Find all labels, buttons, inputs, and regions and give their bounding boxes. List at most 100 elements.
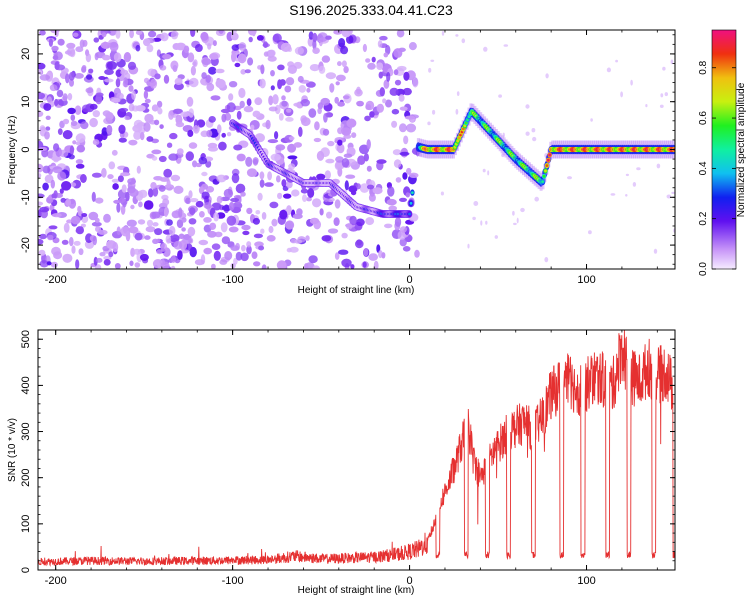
noise-blob: [75, 163, 85, 169]
noise-blob: [386, 198, 397, 206]
noise-blob: [148, 30, 157, 38]
noise-blob: [103, 255, 112, 261]
noise-blob: [534, 196, 539, 202]
y-tick-label: -20: [20, 237, 32, 253]
noise-blob: [52, 166, 63, 174]
noise-blob: [277, 192, 283, 200]
noise-blob: [392, 149, 402, 156]
noise-blob: [365, 104, 372, 110]
noise-blob: [151, 156, 158, 161]
noise-blob: [110, 30, 116, 34]
noise-blob: [226, 132, 232, 137]
noise-blob: [473, 201, 479, 206]
noise-blob: [112, 242, 119, 253]
noise-blob: [259, 171, 265, 180]
noise-blob: [520, 207, 525, 213]
noise-blob: [298, 126, 303, 137]
noise-blob: [201, 171, 208, 177]
noise-blob: [432, 109, 436, 115]
noise-blob: [158, 155, 167, 163]
noise-blob: [252, 217, 260, 225]
noise-blob: [467, 243, 470, 249]
noise-blob: [230, 197, 240, 203]
noise-blob: [209, 53, 219, 60]
snr-series-line: [38, 330, 675, 567]
noise-blob: [80, 121, 89, 130]
noise-blob: [659, 104, 664, 109]
noise-blob: [408, 42, 417, 51]
noise-blob: [366, 184, 375, 190]
noise-blob: [57, 38, 65, 46]
noise-blob: [402, 87, 412, 96]
noise-blob: [246, 168, 258, 178]
noise-blob: [362, 43, 367, 53]
y-tick-label: 0: [20, 146, 32, 152]
noise-blob: [40, 130, 46, 135]
noise-blob: [172, 65, 178, 72]
noise-blob: [39, 206, 49, 213]
noise-blob: [233, 144, 243, 151]
noise-blob: [630, 79, 633, 86]
noise-blob: [503, 44, 509, 47]
noise-blob: [269, 201, 279, 209]
noise-blob: [632, 182, 637, 187]
noise-blob: [163, 207, 169, 218]
noise-blob: [516, 217, 519, 224]
noise-blob: [152, 187, 159, 197]
noise-blob: [68, 154, 75, 160]
noise-blob: [154, 73, 161, 80]
noise-blob: [656, 163, 661, 169]
noise-blob: [231, 173, 240, 184]
noise-blob: [107, 174, 114, 180]
noise-blob: [75, 133, 86, 143]
colorbar-label: Normalized spectral amplitude: [736, 82, 747, 217]
noise-blob: [166, 219, 173, 226]
noise-blob: [412, 77, 419, 88]
noise-blob: [201, 191, 210, 200]
noise-blob: [405, 123, 417, 133]
noise-blob: [231, 44, 240, 51]
noise-blob: [156, 249, 163, 255]
noise-blob: [47, 234, 54, 241]
noise-blob: [162, 53, 172, 60]
noise-blob: [285, 220, 295, 230]
noise-blob: [74, 105, 82, 115]
noise-blob: [455, 34, 459, 37]
colorbar-tick-label: 0.2: [698, 211, 709, 225]
noise-blob: [337, 101, 345, 107]
noise-blob: [394, 79, 402, 86]
noise-blob: [38, 201, 44, 206]
noise-blob: [173, 240, 183, 250]
noise-blob: [54, 64, 66, 71]
noise-blob: [85, 87, 94, 94]
noise-blob: [531, 128, 536, 133]
noise-blob: [151, 104, 159, 112]
noise-blob: [75, 46, 84, 53]
noise-blob: [57, 171, 67, 181]
noise-blob: [61, 181, 72, 191]
noise-blob: [123, 52, 132, 63]
noise-blob: [192, 61, 197, 67]
noise-blob: [606, 67, 612, 73]
noise-blob: [62, 93, 68, 101]
noise-blob: [170, 30, 179, 40]
noise-blob: [373, 260, 379, 269]
noise-blob: [211, 263, 216, 269]
noise-blob: [160, 261, 170, 269]
noise-blob: [195, 162, 202, 168]
noise-blob: [129, 30, 134, 39]
noise-blob: [218, 30, 224, 34]
noise-blob: [169, 234, 180, 243]
noise-blob: [298, 85, 306, 93]
noise-blob: [261, 264, 267, 269]
noise-blob: [101, 127, 108, 136]
noise-blob: [101, 167, 107, 178]
noise-blob: [221, 236, 231, 245]
noise-blob: [172, 108, 183, 115]
noise-blob: [160, 32, 169, 42]
noise-blob: [38, 238, 44, 245]
noise-blob: [216, 195, 223, 204]
noise-blob: [132, 124, 143, 133]
noise-blob: [69, 236, 74, 247]
noise-blob: [152, 222, 159, 227]
